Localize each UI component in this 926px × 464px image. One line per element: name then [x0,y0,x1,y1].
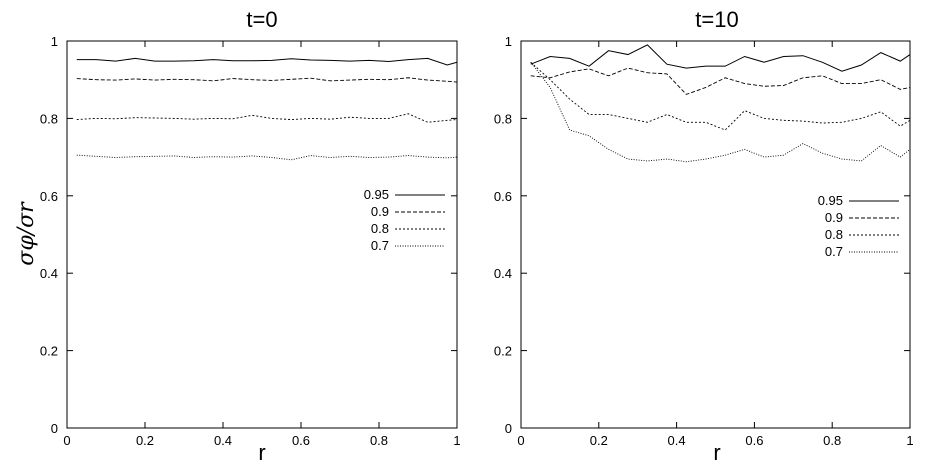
x-tick-label: 0 [63,433,70,448]
y-axis-label-text: σφ/σr [14,201,39,266]
y-tick-label: 0.6 [494,189,512,204]
x-axis-label-t0: r [258,440,265,464]
x-axis-label-t10: r [713,440,720,464]
chart-panel-t10: t=10 r 00.20.40.60.810 0.2 0.4 0.6 0.8 10.950… [494,7,914,464]
y-tick-label: 0 [505,421,512,436]
chart-title-t0: t=0 [246,7,277,32]
y-tick-label: 0.2 [494,344,512,359]
y-tick-label: 0.4 [494,266,512,281]
series-line-0_8 [530,61,911,131]
y-tick-label: 0.8 [494,111,512,126]
plot-frame [66,40,458,429]
chart-panel-t0: t=0 r 00.20.40.60.810 0.2 0.4 0.6 0.8 10.950.… [40,7,461,464]
x-tick-label: 0.2 [136,433,154,448]
legend-label: 0.9 [825,210,843,225]
series-line-0_95 [76,57,458,66]
x-tick-label: 1 [453,433,460,448]
y-tick-label: 0.4 [40,266,58,281]
y-tick-label: 1 [505,34,512,49]
chart-title-t10: t=10 [695,7,738,32]
x-tick-label: 0 [517,433,524,448]
legend: 0.95 0.9 0.8 0.7 [364,187,445,253]
legend-label: 0.95 [818,193,843,208]
x-tick-label: 0.4 [214,433,232,448]
legend: 0.95 0.9 0.8 0.7 [818,193,899,259]
y-tick-label: 0.8 [40,111,58,126]
series-line-0_95 [530,44,911,72]
x-tick-label: 0.6 [745,433,763,448]
x-tick-label: 0.6 [292,433,310,448]
x-tick-label: 0.2 [590,433,608,448]
legend-label: 0.9 [371,204,389,219]
plot-area-t10: 00.20.40.60.810 0.2 0.4 0.6 0.8 10.950.90.80.… [494,34,914,448]
x-tick-label: 0.8 [370,433,388,448]
y-tick-label: 0.6 [40,189,58,204]
legend-label: 0.7 [825,244,843,259]
plot-frame [520,40,911,429]
series-line-0_7 [76,154,458,161]
legend-label: 0.8 [371,221,389,236]
plot-area-t0: 00.20.40.60.810 0.2 0.4 0.6 0.8 10.950.90.80.… [40,34,461,448]
legend-label: 0.95 [364,187,389,202]
legend-label: 0.7 [371,238,389,253]
y-tick-label: 0 [51,421,58,436]
series-line-0_7 [530,62,911,163]
y-tick-label: 1 [51,34,58,49]
series-line-0_9 [530,67,911,95]
y-axis-label: σφ/σr [14,201,39,266]
x-tick-label: 1 [906,433,913,448]
x-tick-label: 0.8 [823,433,841,448]
y-tick-label: 0.2 [40,344,58,359]
x-tick-label: 0.4 [668,433,686,448]
series-line-0_8 [76,113,458,123]
legend-label: 0.8 [825,227,843,242]
series-line-0_9 [76,77,458,83]
